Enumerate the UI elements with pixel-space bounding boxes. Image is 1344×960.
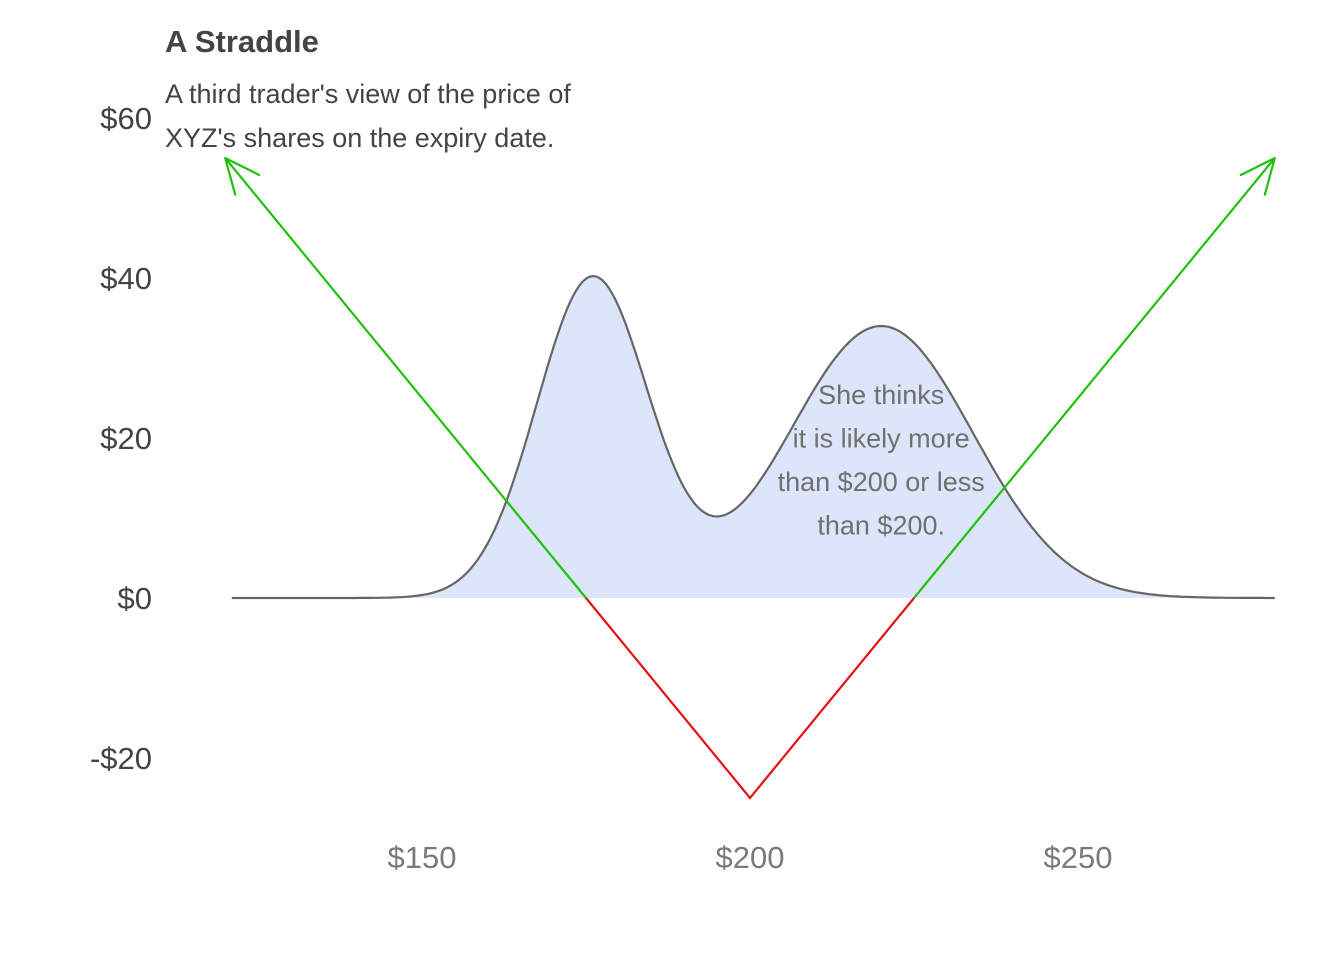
arrowhead-right bbox=[1239, 156, 1276, 196]
density-curve bbox=[231, 274, 1275, 600]
chart-title: A Straddle bbox=[165, 24, 319, 59]
y-tick-label: $20 bbox=[100, 421, 152, 456]
chart-subtitle: A third trader's view of the price of XY… bbox=[165, 79, 571, 153]
y-tick-label: $60 bbox=[100, 101, 152, 136]
x-tick-label: $200 bbox=[716, 840, 785, 875]
payoff-profit-left bbox=[224, 157, 587, 599]
arrowhead-left bbox=[224, 156, 261, 196]
y-tick-label: -$20 bbox=[90, 741, 152, 776]
annotation-line: She thinks bbox=[818, 380, 944, 410]
y-tick-label: $0 bbox=[118, 581, 152, 616]
annotation-line: than $200. bbox=[817, 511, 945, 541]
x-tick-label: $250 bbox=[1044, 840, 1113, 875]
density-area bbox=[231, 276, 1275, 598]
annotation-line: it is likely more bbox=[793, 424, 970, 454]
annotation-line: than $200 or less bbox=[778, 467, 985, 497]
payoff-loss-segment bbox=[585, 597, 915, 800]
payoff-profit-right bbox=[913, 157, 1276, 599]
x-tick-label: $150 bbox=[388, 840, 457, 875]
y-tick-label: $40 bbox=[100, 261, 152, 296]
